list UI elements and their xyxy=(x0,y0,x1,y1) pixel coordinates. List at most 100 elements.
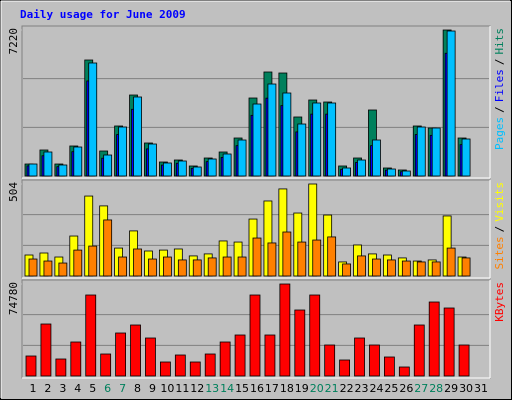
bar xyxy=(342,167,352,177)
legend-entry: Visits xyxy=(493,182,506,222)
bar xyxy=(252,103,262,177)
bar xyxy=(327,102,337,177)
bar xyxy=(309,294,321,377)
bar xyxy=(249,294,261,377)
bar xyxy=(103,219,113,277)
x-tick-label: 26 xyxy=(399,382,413,395)
bar xyxy=(148,258,157,277)
x-tick-label: 14 xyxy=(220,382,234,395)
bar xyxy=(145,337,156,377)
x-tick-label: 16 xyxy=(250,382,264,395)
bar xyxy=(264,334,276,377)
bar xyxy=(133,248,142,277)
legend-entry: Files xyxy=(493,69,506,102)
bar xyxy=(219,341,231,377)
legend: Pages / Files / Hits xyxy=(493,28,506,150)
bar xyxy=(177,259,187,277)
x-tick-label: 1 xyxy=(30,382,37,395)
bar xyxy=(73,146,83,177)
bar xyxy=(297,123,307,177)
bar xyxy=(222,153,232,177)
bar xyxy=(416,261,426,277)
x-tick-label: 9 xyxy=(149,382,156,395)
y-tick-label: 74780 xyxy=(7,282,20,315)
bar xyxy=(369,344,380,377)
x-tick-label: 19 xyxy=(295,382,309,395)
bar xyxy=(282,231,292,277)
bar xyxy=(458,344,470,377)
bar xyxy=(372,258,381,277)
x-tick-label: 30 xyxy=(459,382,473,395)
bar xyxy=(70,341,82,377)
bar xyxy=(192,166,202,177)
x-tick-label: 7 xyxy=(119,382,126,395)
bar xyxy=(73,249,83,277)
bar xyxy=(189,361,201,377)
bar xyxy=(115,332,126,377)
x-tick-label: 21 xyxy=(325,382,339,395)
legend-separator: / xyxy=(493,226,506,233)
bar xyxy=(357,255,366,277)
bar xyxy=(58,262,68,277)
bar xyxy=(342,263,352,277)
bar xyxy=(148,143,157,177)
bar xyxy=(312,102,322,177)
bar xyxy=(159,361,171,377)
x-tick-label: 24 xyxy=(369,382,383,395)
bar xyxy=(416,126,426,177)
x-tick-label: 13 xyxy=(205,382,219,395)
x-tick-label: 12 xyxy=(190,382,204,395)
x-tick-label: 15 xyxy=(235,382,249,395)
legend-separator: / xyxy=(493,106,506,113)
bar xyxy=(103,154,113,177)
bar xyxy=(207,257,217,277)
x-tick-label: 2 xyxy=(44,382,51,395)
bar xyxy=(174,354,186,377)
x-tick-label: 11 xyxy=(175,382,189,395)
bar xyxy=(43,260,53,277)
bar xyxy=(55,358,67,377)
bar xyxy=(339,359,351,377)
bar xyxy=(162,162,172,177)
bar xyxy=(386,259,396,277)
bar xyxy=(177,160,187,177)
bar xyxy=(443,307,455,377)
bar xyxy=(162,256,172,277)
legend-entry: Hits xyxy=(493,28,506,55)
bar xyxy=(446,247,456,277)
legend-entry: KBytes xyxy=(493,282,506,322)
bar xyxy=(324,344,336,377)
bar xyxy=(40,323,52,377)
bar xyxy=(237,139,247,177)
x-tick-label: 5 xyxy=(89,382,96,395)
bar xyxy=(118,256,127,277)
bar xyxy=(58,164,68,177)
bar xyxy=(401,260,411,277)
bar xyxy=(207,158,217,177)
legend-separator: / xyxy=(493,59,506,66)
bar xyxy=(133,96,142,177)
x-tick-label: 18 xyxy=(280,382,294,395)
bar xyxy=(267,242,277,277)
bar xyxy=(398,366,410,377)
bar xyxy=(234,334,246,377)
bar xyxy=(327,236,337,277)
legend-entry: Sites xyxy=(493,236,506,269)
bar xyxy=(267,83,277,177)
bar xyxy=(372,139,381,177)
bar xyxy=(85,294,97,377)
bar xyxy=(88,245,98,277)
bar xyxy=(413,324,425,377)
bar xyxy=(354,337,365,377)
x-tick-label: 28 xyxy=(429,382,443,395)
bar xyxy=(252,237,262,277)
bar xyxy=(401,170,411,177)
bar xyxy=(428,301,440,377)
bar xyxy=(297,241,307,277)
y-tick-label: 7220 xyxy=(7,28,20,55)
x-tick-label: 20 xyxy=(310,382,324,395)
bar xyxy=(204,353,216,377)
x-tick-label: 17 xyxy=(265,382,279,395)
bar xyxy=(100,353,112,377)
